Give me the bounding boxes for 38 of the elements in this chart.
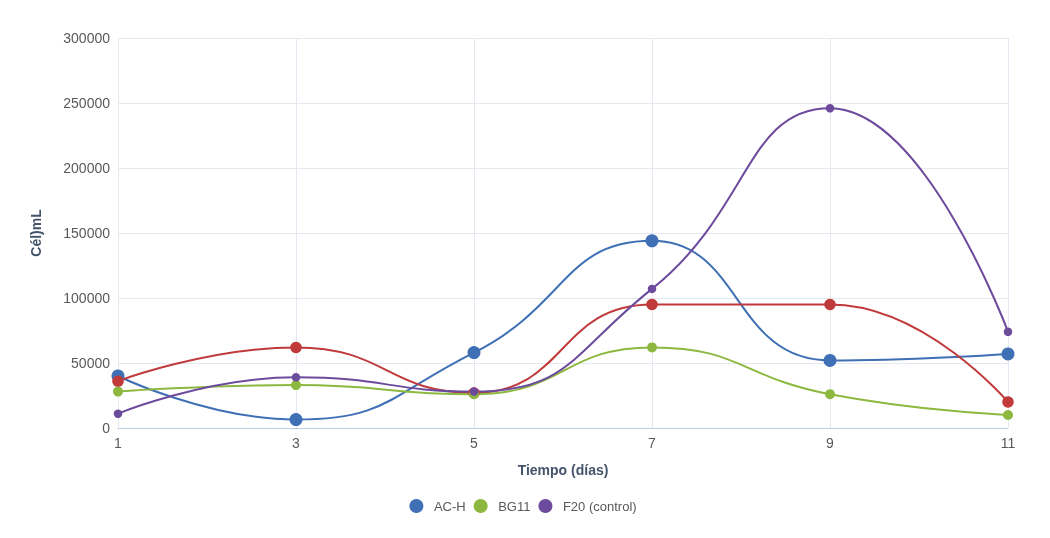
point <box>825 389 835 400</box>
point <box>825 103 835 113</box>
point <box>289 413 303 427</box>
y-tick-label: 0 <box>102 420 111 436</box>
point <box>112 375 124 387</box>
legend-label: F20 (control) <box>562 498 637 514</box>
y-tick-label: 250000 <box>63 95 111 111</box>
point <box>1002 396 1014 408</box>
point <box>290 341 302 354</box>
x-tick-label: 9 <box>826 435 835 451</box>
point <box>291 373 301 382</box>
x-axis-title: Tiempo (días) <box>517 462 609 478</box>
point <box>823 353 837 367</box>
point <box>291 380 301 391</box>
point <box>1003 327 1013 337</box>
x-tick-label: 11 <box>1000 435 1016 451</box>
y-axis-title: Cél)mL <box>28 208 44 257</box>
x-tick-label: 1 <box>114 435 123 451</box>
legend-label: AC-H <box>433 498 466 514</box>
point <box>113 386 123 397</box>
point <box>647 342 657 353</box>
y-tick-label: 100000 <box>63 290 111 306</box>
y-tick-label: 200000 <box>63 160 111 176</box>
y-tick-label: 50000 <box>71 355 111 371</box>
point <box>113 409 123 418</box>
x-tick-label: 3 <box>292 435 301 451</box>
point <box>1001 347 1015 361</box>
point <box>467 346 481 360</box>
y-tick-label: 150000 <box>63 225 111 241</box>
point <box>824 298 836 311</box>
point <box>645 234 659 248</box>
y-tick-label: 300000 <box>63 30 111 46</box>
point <box>647 284 657 294</box>
x-tick-label: 7 <box>648 435 657 451</box>
point <box>1003 410 1013 420</box>
x-tick-label: 5 <box>470 435 479 451</box>
point <box>646 298 658 311</box>
legend-label: BG11 <box>498 498 531 514</box>
